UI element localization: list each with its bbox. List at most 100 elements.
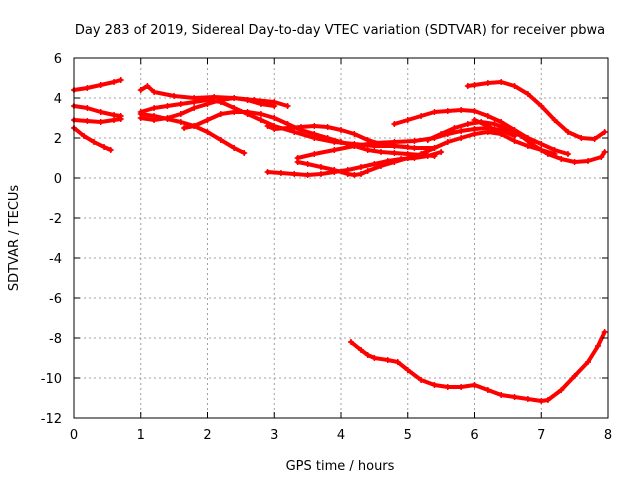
data-point (204, 129, 211, 135)
data-point (231, 145, 238, 151)
data-point (524, 91, 531, 97)
data-point (498, 79, 505, 85)
data-point (111, 79, 118, 85)
data-point (344, 171, 351, 177)
data-point (358, 164, 365, 170)
data-point (97, 119, 104, 125)
y-tick-label: 4 (54, 92, 62, 107)
x-tick-label: 5 (404, 428, 412, 443)
data-point (177, 101, 184, 107)
data-point (331, 167, 338, 173)
data-point (311, 151, 318, 157)
x-tick-label: 3 (270, 428, 278, 443)
data-point (358, 171, 365, 177)
data-point (264, 169, 271, 175)
data-point (277, 170, 284, 176)
data-point (204, 101, 211, 107)
data-point (97, 82, 104, 88)
data-point (358, 347, 365, 353)
data-point (297, 124, 304, 130)
data-point (84, 118, 91, 124)
series-line (349, 330, 607, 403)
data-point (117, 77, 124, 83)
data-point (304, 172, 311, 178)
data-point (551, 151, 558, 157)
data-point (151, 113, 158, 119)
series-arc-1 (71, 77, 124, 93)
data-point (338, 127, 344, 133)
data-point (524, 143, 531, 149)
data-point (257, 111, 264, 117)
data-point (164, 116, 171, 122)
data-point (601, 129, 608, 135)
data-point (217, 137, 224, 143)
data-point (291, 171, 298, 177)
data-point (391, 150, 398, 156)
data-point (177, 111, 184, 117)
series-arc-15 (424, 119, 608, 165)
data-point (471, 117, 478, 123)
data-point (371, 161, 378, 167)
data-point (171, 93, 178, 99)
data-point (471, 108, 478, 114)
y-tick-label: -6 (49, 292, 62, 307)
series-arc-8 (137, 111, 248, 156)
data-point (544, 397, 551, 403)
data-point (257, 101, 264, 107)
grid (74, 58, 608, 418)
data-point (418, 113, 425, 119)
data-point (351, 131, 358, 137)
data-point (424, 153, 431, 159)
y-axis-label: SDTVAR / TECUs (7, 185, 22, 292)
data-point (231, 95, 238, 101)
x-axis-label: GPS time / hours (286, 459, 395, 474)
data-point (431, 109, 438, 115)
data-point (571, 373, 578, 379)
data-point (311, 123, 318, 129)
data-point (591, 136, 598, 142)
data-point (137, 111, 144, 117)
series-arc-17 (471, 117, 558, 157)
data-point (538, 147, 545, 153)
data-point (364, 352, 371, 358)
series-line (138, 84, 290, 108)
y-tick-label: -8 (49, 332, 62, 347)
data-point (551, 117, 558, 123)
y-tick-label: -10 (41, 372, 62, 387)
data-point (117, 116, 124, 122)
data-point (444, 384, 451, 390)
data-point (538, 398, 545, 404)
data-point (471, 126, 478, 132)
data-point (601, 149, 608, 155)
data-point (231, 109, 238, 115)
data-point (217, 97, 224, 103)
data-point (558, 387, 565, 393)
data-point (598, 154, 605, 160)
data-point (371, 140, 378, 146)
data-point (511, 138, 518, 144)
data-point (264, 123, 271, 129)
data-point (404, 117, 411, 123)
data-point (164, 103, 171, 109)
data-point (594, 343, 601, 349)
ticks: 0 1 2 3 4 5 6 7 8 -12 -10 -8 -6 -4 -2 0 2 4 6 (41, 52, 612, 443)
data-point (351, 143, 358, 149)
data-point (411, 145, 418, 151)
data-point (324, 124, 331, 130)
data-point (484, 113, 491, 119)
y-tick-label: 0 (54, 172, 62, 187)
x-tick-label: 7 (537, 428, 545, 443)
data-point (204, 117, 211, 123)
data-layer (71, 77, 608, 404)
data-point (317, 171, 324, 177)
data-point (378, 149, 385, 155)
data-point (404, 144, 411, 150)
data-point (191, 99, 198, 105)
data-point (177, 119, 184, 125)
series-arc-11 (264, 123, 411, 150)
data-point (84, 85, 91, 91)
data-point (418, 151, 425, 157)
data-point (384, 357, 391, 363)
